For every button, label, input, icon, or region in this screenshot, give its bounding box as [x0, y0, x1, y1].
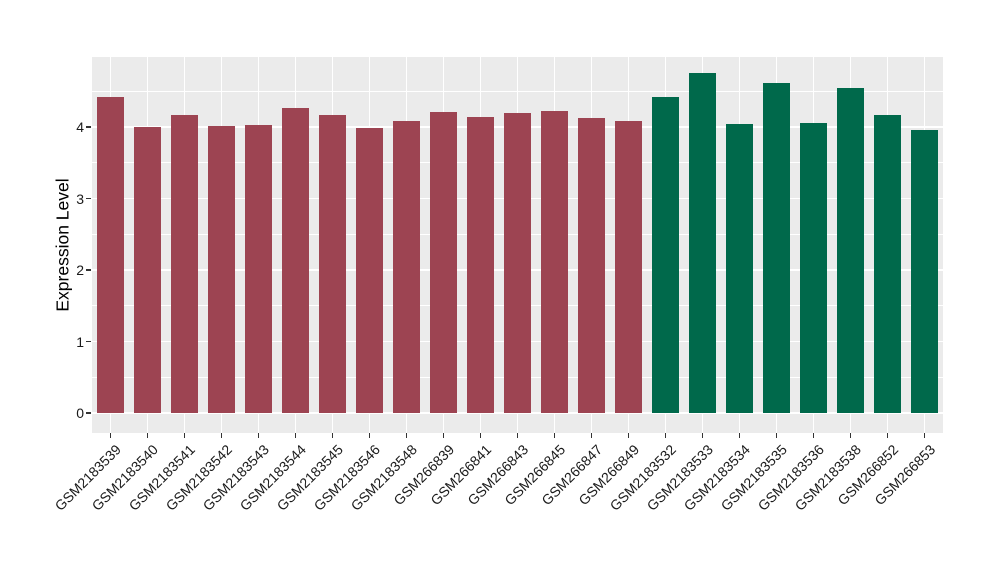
- bar-GSM2183538: [837, 87, 864, 413]
- y-tick-label: 1: [76, 333, 84, 350]
- x-tick-mark: [590, 433, 593, 438]
- bar-GSM266845: [541, 110, 568, 413]
- x-tick-mark: [183, 433, 186, 438]
- bar-GSM2183532: [652, 96, 679, 413]
- y-tick-label: 2: [76, 262, 84, 278]
- bar-GSM2183535: [763, 82, 790, 413]
- x-tick-mark: [220, 433, 223, 438]
- x-tick-mark: [146, 433, 149, 438]
- bar-GSM2183545: [319, 114, 346, 413]
- y-tick-label: 3: [76, 190, 84, 207]
- bar-GSM2183548: [393, 121, 420, 413]
- x-tick-mark: [479, 433, 482, 438]
- x-tick-mark: [775, 433, 778, 438]
- bar-GSM2183533: [689, 73, 716, 413]
- x-tick-mark: [331, 433, 334, 438]
- x-tick-mark: [849, 433, 852, 438]
- x-tick-mark: [886, 433, 889, 438]
- bar-GSM2183540: [134, 127, 161, 413]
- x-tick-mark: [627, 433, 630, 438]
- x-tick-mark: [294, 433, 297, 438]
- plot-panel: [92, 57, 943, 433]
- x-tick-mark: [923, 433, 926, 438]
- y-tick-mark: [86, 340, 91, 343]
- y-tick-mark: [86, 197, 91, 200]
- bar-GSM2183534: [726, 124, 753, 413]
- x-tick-mark: [109, 433, 112, 438]
- bar-GSM2183541: [171, 114, 198, 413]
- x-tick-mark: [553, 433, 556, 438]
- bar-GSM266852: [874, 114, 901, 413]
- y-tick-mark: [86, 412, 91, 414]
- bar-GSM266849: [615, 121, 642, 413]
- y-tick-mark: [86, 126, 91, 128]
- bar-GSM2183542: [208, 125, 235, 413]
- bar-GSM2183536: [800, 122, 827, 413]
- bar-GSM266847: [578, 117, 605, 413]
- x-tick-mark: [664, 433, 667, 438]
- x-tick-mark: [405, 433, 408, 438]
- x-tick-mark: [738, 433, 741, 438]
- x-tick-mark: [701, 433, 704, 438]
- x-tick-mark: [257, 433, 260, 438]
- bar-GSM2183546: [356, 127, 383, 413]
- bar-GSM266853: [911, 129, 938, 413]
- grid-line-minor-horizontal: [92, 90, 943, 92]
- y-tick-label: 4: [76, 119, 84, 135]
- bar-GSM266843: [504, 112, 531, 413]
- grid-line-major-horizontal: [92, 412, 943, 414]
- y-tick-label: 0: [76, 405, 84, 421]
- bar-GSM266841: [467, 116, 494, 413]
- y-tick-mark: [86, 269, 91, 271]
- x-tick-mark: [812, 433, 815, 438]
- x-tick-mark: [442, 433, 445, 438]
- x-tick-mark: [368, 433, 371, 438]
- bar-GSM2183539: [97, 96, 124, 413]
- bar-GSM2183544: [282, 108, 309, 413]
- bar-GSM266839: [430, 111, 457, 413]
- x-tick-mark: [516, 433, 519, 438]
- y-axis-title: Expression Level: [52, 178, 73, 312]
- bar-GSM2183543: [245, 124, 272, 413]
